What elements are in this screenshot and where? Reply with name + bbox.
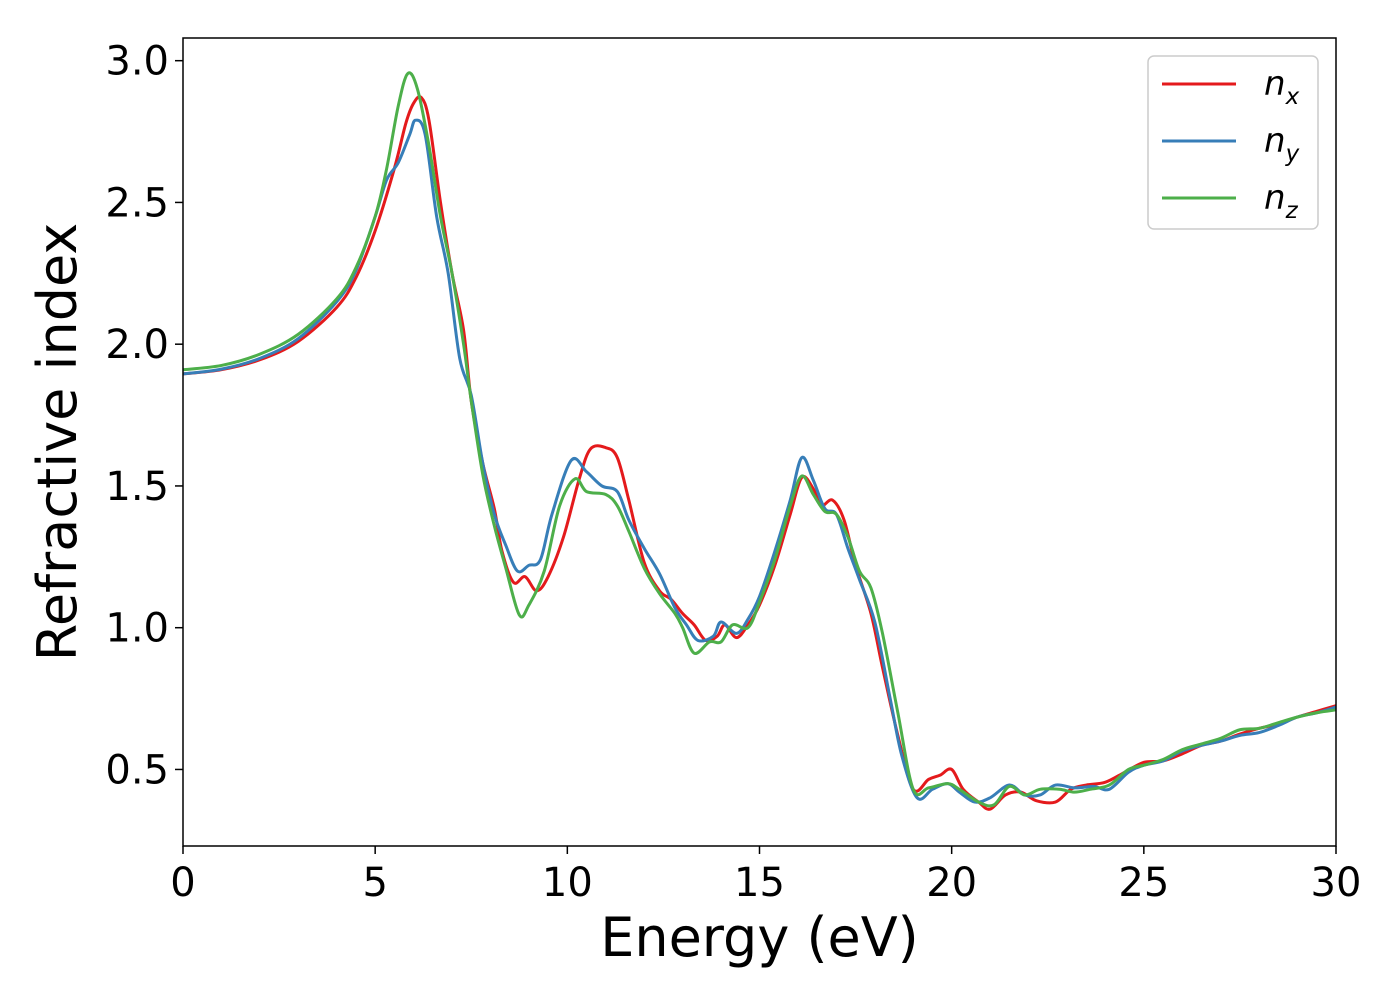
legend-label-y: ny <box>1264 121 1300 167</box>
series-layer <box>183 71 1336 811</box>
series-line-y <box>183 118 1336 804</box>
series-line-z <box>183 71 1336 808</box>
y-tick-label: 1.0 <box>105 606 169 652</box>
y-tick-label: 2.5 <box>105 180 169 226</box>
x-tick-label: 20 <box>926 860 977 906</box>
y-tick-label: 0.5 <box>105 747 169 793</box>
x-axis-ticks: 0 5 10 15 20 25 30 <box>170 846 1361 906</box>
legend-label-x: nx <box>1264 64 1300 110</box>
legend-label-z: nz <box>1264 178 1299 224</box>
x-tick-label: 25 <box>1118 860 1169 906</box>
y-axis-ticks: 0.5 1.0 1.5 2.0 2.5 3.0 <box>105 39 183 793</box>
x-tick-label: 10 <box>542 860 593 906</box>
y-tick-label: 1.5 <box>105 464 169 510</box>
legend: nx ny nz <box>1147 55 1319 230</box>
x-tick-label: 30 <box>1311 860 1362 906</box>
x-tick-label: 15 <box>734 860 785 906</box>
x-tick-label: 5 <box>362 860 387 906</box>
x-tick-label: 0 <box>170 860 195 906</box>
y-axis-label: Refractive index <box>26 223 89 662</box>
x-axis-label: Energy (eV) <box>600 906 919 969</box>
y-tick-label: 2.0 <box>105 322 169 368</box>
y-tick-label: 3.0 <box>105 39 169 85</box>
